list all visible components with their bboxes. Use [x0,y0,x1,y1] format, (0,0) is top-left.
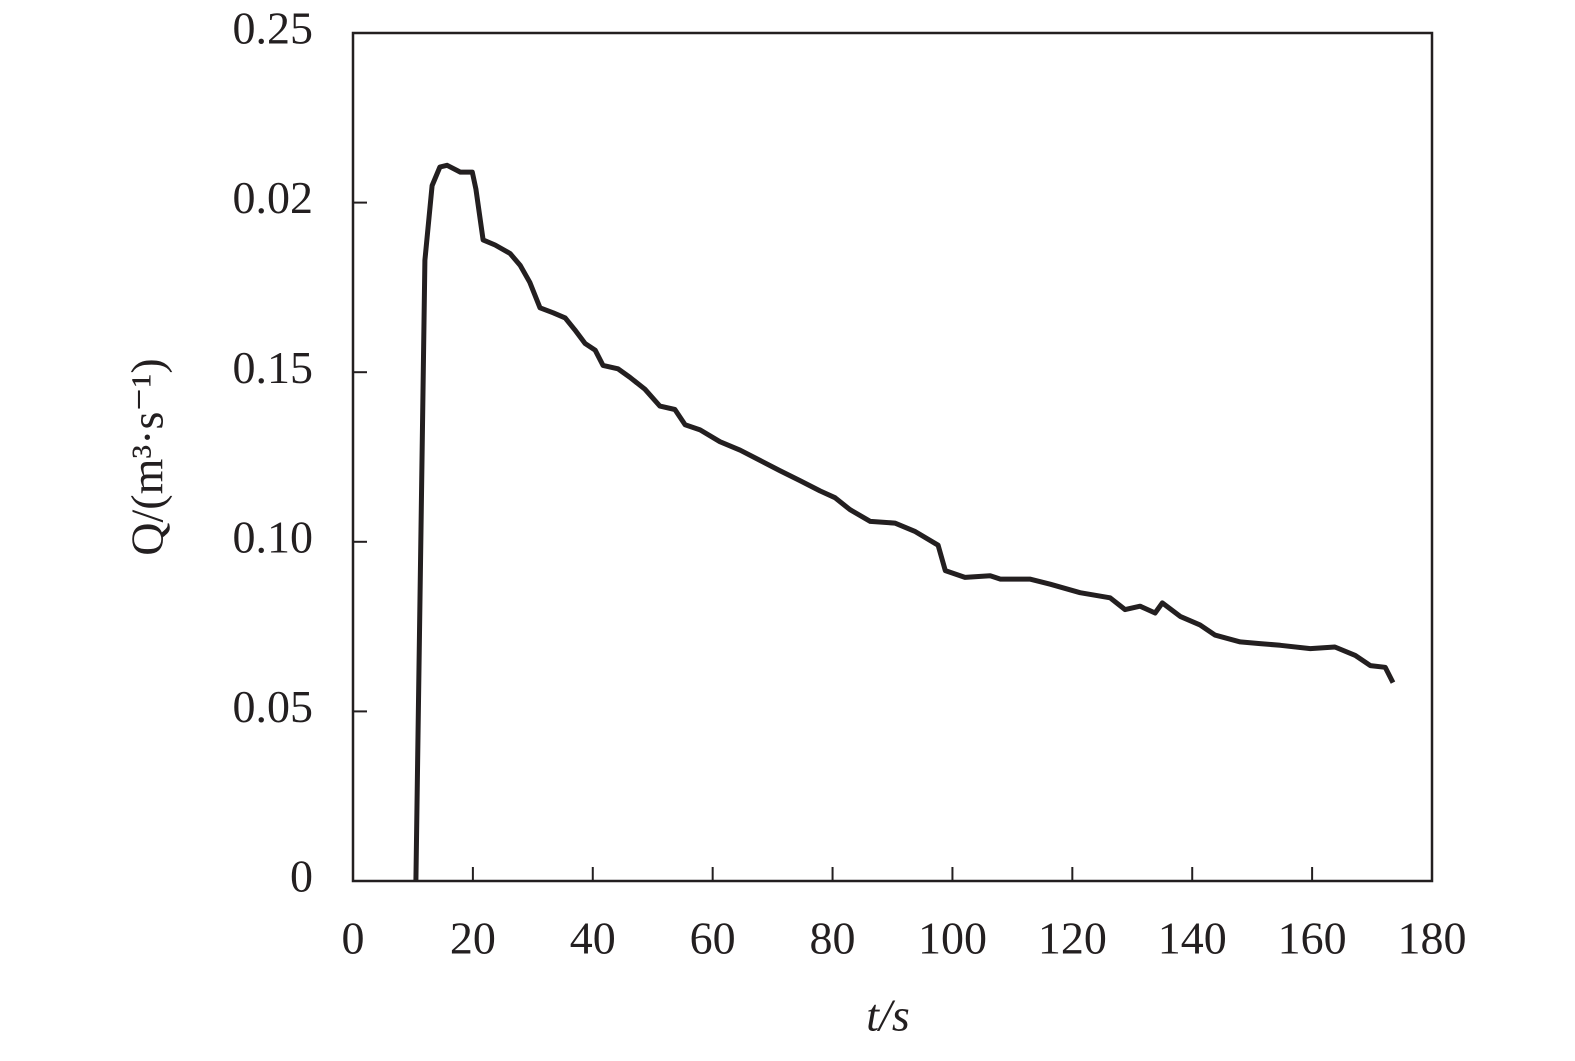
x-tick-label: 20 [450,913,496,964]
y-tick-label: 0.02 [233,172,314,223]
y-tick-label: 0.15 [233,342,314,393]
x-tick-label: 100 [918,913,987,964]
x-tick-label: 40 [570,913,616,964]
x-tick-label: 80 [810,913,856,964]
y-tick-label: 0.05 [233,681,314,732]
x-tick-label: 120 [1038,913,1107,964]
y-tick-label: 0.25 [233,3,314,54]
y-tick-label: 0 [290,851,313,902]
x-tick-label: 180 [1398,913,1467,964]
data-line [413,162,1396,882]
x-tick-label: 140 [1158,913,1227,964]
x-tick-label: 60 [690,913,736,964]
y-axis-label: Q/(m³·s⁻¹) [122,358,173,556]
x-tick-label: 0 [342,913,365,964]
x-tick-label: 160 [1278,913,1347,964]
y-tick-label: 0.10 [233,511,314,562]
x-axis-label: t/s [866,990,909,1041]
plot-frame [351,31,1434,883]
